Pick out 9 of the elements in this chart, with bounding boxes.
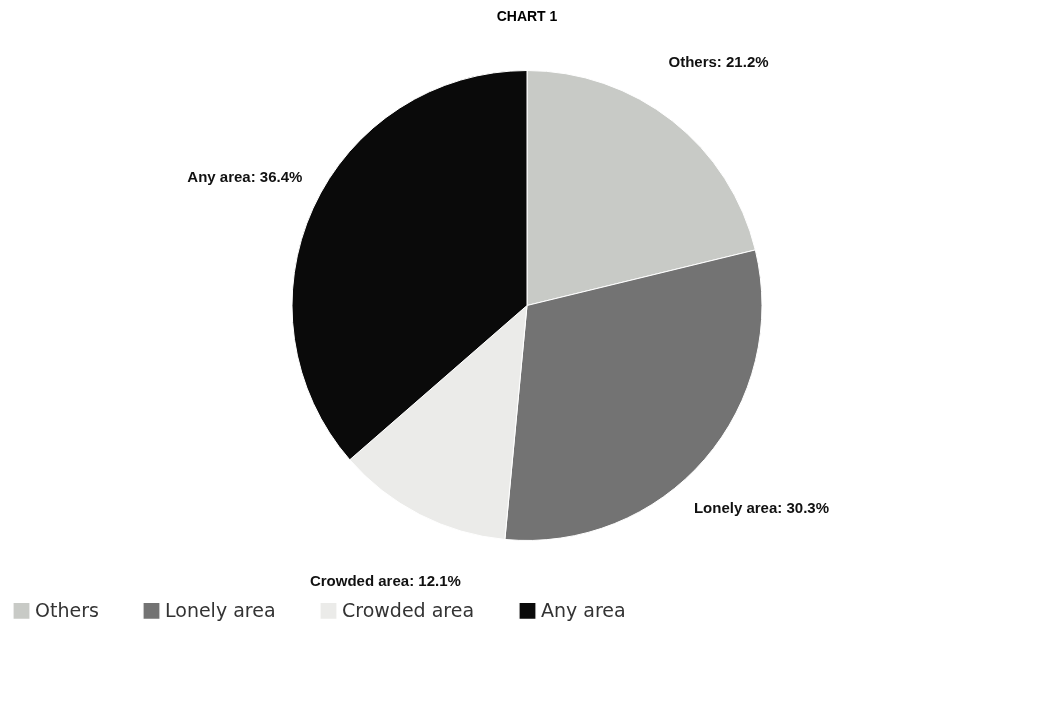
legend-label: Others	[35, 598, 99, 621]
legend-label: Lonely area	[165, 598, 276, 621]
legend-label: Crowded area	[342, 598, 475, 621]
data-label: Crowded area: 12.1%	[309, 572, 461, 590]
chart-title: CHART 1	[496, 8, 558, 24]
data-label: Any area: 36.4%	[187, 168, 303, 186]
data-label: Others: 21.2%	[668, 52, 769, 70]
legend-label: Any area	[541, 598, 626, 621]
data-label: Lonely area: 30.3%	[693, 499, 829, 517]
